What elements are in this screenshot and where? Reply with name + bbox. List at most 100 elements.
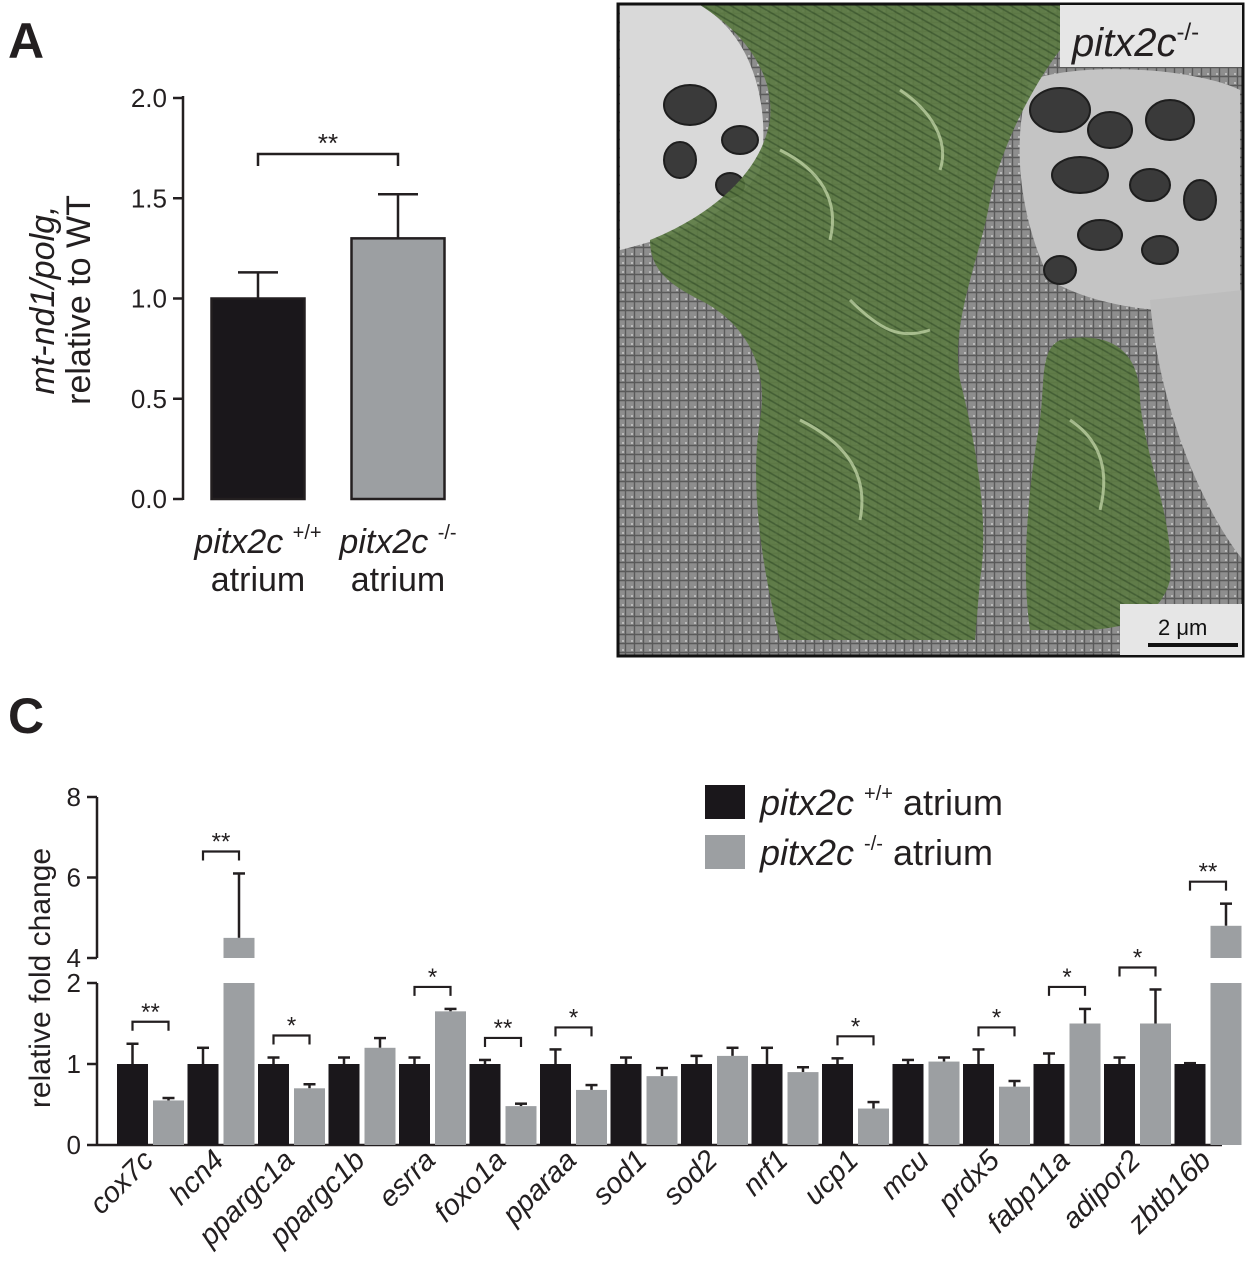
x-category-label: ucp1 xyxy=(798,1144,865,1211)
bar xyxy=(576,1089,607,1145)
significance-bracket xyxy=(1047,985,1087,996)
bar xyxy=(223,983,255,1145)
x-category-label: mcu xyxy=(874,1144,935,1205)
bar xyxy=(822,1064,853,1145)
significance-marker: ** xyxy=(1199,859,1218,886)
x-category-label: sod1 xyxy=(586,1144,653,1211)
x-category-label: sod2 xyxy=(657,1144,724,1211)
bar xyxy=(892,1064,924,1145)
x-category-label: foxo1a xyxy=(428,1144,512,1228)
legend-swatch xyxy=(705,835,745,869)
bar xyxy=(1210,983,1242,1145)
y-tick-label: 0.5 xyxy=(131,384,167,414)
bar xyxy=(153,1100,184,1145)
y-tick-label: 4 xyxy=(67,943,81,973)
bar xyxy=(505,1106,537,1145)
chart-a: 0.00.51.01.52.0**pitx2c +/+atriumpitx2c … xyxy=(24,83,457,599)
y-axis-label-italic: mt-nd1/polg, xyxy=(24,206,62,395)
significance-bracket xyxy=(131,1020,170,1031)
em-micrograph xyxy=(618,4,1243,656)
bar xyxy=(1104,1064,1135,1145)
bar xyxy=(858,1108,889,1145)
y-tick-label: 6 xyxy=(67,863,81,893)
bar xyxy=(469,1064,501,1145)
bar xyxy=(117,1064,148,1145)
y-tick-label: 1.5 xyxy=(131,183,167,213)
significance-bracket xyxy=(272,1034,311,1045)
significance-marker: ** xyxy=(141,999,160,1026)
significance-marker: ** xyxy=(494,1015,513,1042)
x-category-label: cox7c xyxy=(84,1144,161,1221)
bar xyxy=(350,237,446,501)
legend-label: pitx2c +/+ atrium xyxy=(759,782,1003,823)
significance-bracket xyxy=(201,850,241,861)
significance-marker: * xyxy=(287,1013,296,1040)
y-tick-label: 2 xyxy=(67,968,81,998)
y-axis-label: relative to WT xyxy=(60,195,98,405)
significance-bracket xyxy=(1118,966,1157,977)
legend-swatch xyxy=(705,785,745,819)
bar xyxy=(294,1088,325,1145)
bar xyxy=(364,1047,396,1145)
bar xyxy=(540,1064,571,1145)
x-category-tissue: atrium xyxy=(351,561,445,599)
significance-bracket xyxy=(256,152,400,166)
x-category-label: nrf1 xyxy=(736,1144,794,1202)
panel-label-a: A xyxy=(8,13,44,69)
bar xyxy=(399,1064,430,1145)
bar xyxy=(435,1011,466,1145)
bar xyxy=(928,1061,960,1145)
y-tick-label: 1.0 xyxy=(131,284,167,314)
bar xyxy=(751,1064,783,1145)
x-category-label: pparaa xyxy=(496,1144,583,1231)
bar xyxy=(646,1076,678,1145)
bar xyxy=(963,1064,994,1145)
bar xyxy=(787,1072,819,1145)
significance-bracket xyxy=(483,1036,523,1047)
bar xyxy=(681,1064,712,1145)
bar xyxy=(999,1086,1030,1145)
significance-bracket xyxy=(977,1026,1016,1037)
significance-bracket xyxy=(836,1035,875,1046)
significance-bracket xyxy=(554,1026,593,1037)
y-tick-label: 1 xyxy=(67,1049,81,1079)
significance-marker: * xyxy=(1062,964,1071,991)
significance-bracket xyxy=(413,985,452,996)
bar xyxy=(1033,1064,1065,1145)
bar xyxy=(1140,1023,1171,1145)
bar xyxy=(610,1064,642,1145)
bar xyxy=(210,297,306,501)
bar xyxy=(1174,1064,1206,1145)
bar xyxy=(187,1064,219,1145)
significance-marker: * xyxy=(851,1013,860,1040)
significance-bracket xyxy=(1188,880,1228,891)
bar xyxy=(258,1064,289,1145)
y-tick-label: 0 xyxy=(67,1130,81,1160)
scalebar-label: 2 μm xyxy=(1158,615,1207,640)
y-tick-label: 0.0 xyxy=(131,484,167,514)
y-tick-label: 8 xyxy=(67,782,81,812)
bar-upper-segment xyxy=(223,937,255,958)
significance-marker: * xyxy=(1133,944,1142,971)
legend-label: pitx2c -/- atrium xyxy=(759,832,993,873)
bar xyxy=(328,1064,360,1145)
panel-label-c: C xyxy=(8,688,44,744)
significance-marker: ** xyxy=(212,828,231,855)
bar xyxy=(717,1055,748,1145)
y-tick-label: 2.0 xyxy=(131,83,167,113)
bar xyxy=(1069,1023,1101,1145)
em-genotype-label: pitx2c-/- xyxy=(1071,19,1199,65)
significance-marker: * xyxy=(569,1004,578,1031)
significance-marker: * xyxy=(992,1004,1001,1031)
significance-marker: ** xyxy=(318,128,338,158)
genotype-label-bg xyxy=(1060,5,1242,67)
y-axis-label: relative fold change xyxy=(24,848,57,1108)
x-category-tissue: atrium xyxy=(211,561,305,599)
x-category-label: pitx2c -/- xyxy=(338,522,456,561)
significance-marker: * xyxy=(428,964,437,991)
em-frame xyxy=(616,2,1245,658)
x-category-label: pitx2c +/+ xyxy=(193,522,321,561)
bar-upper-segment xyxy=(1210,925,1242,958)
